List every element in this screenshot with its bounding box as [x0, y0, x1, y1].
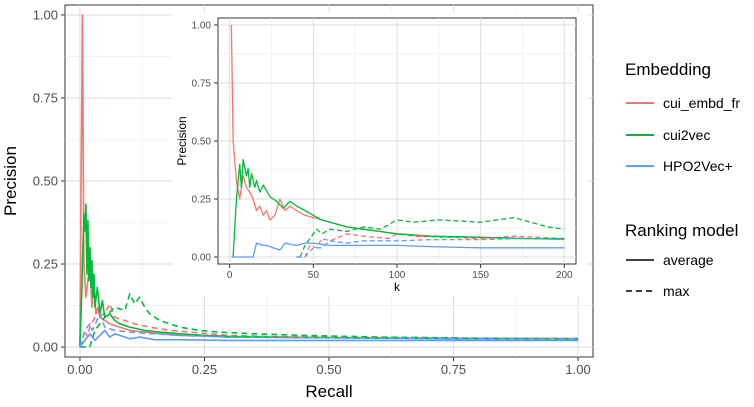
main-y-tick-label: 0.50: [33, 174, 58, 189]
inset-line-cui2vec-average: [232, 158, 565, 258]
legend-label-cui-embd-fr: cui_embd_fr: [663, 95, 740, 111]
main-y-tick-label: 0.00: [33, 340, 58, 355]
inset-x-axis-label: k: [394, 280, 401, 294]
legend-item-max: max: [626, 283, 689, 299]
legend-item-hpo2vec: HPO2Vec+: [626, 158, 733, 174]
inset-y-tick-label: 0.50: [192, 137, 212, 148]
legend-embedding-title: Embedding: [625, 60, 711, 79]
main-line-hpo2vec-average: [79, 329, 579, 348]
main-line-cui2vec-average: [79, 203, 579, 348]
inset-line-cui-embd-fr-max: [296, 233, 565, 258]
legend-label-cui2vec: cui2vec: [663, 127, 710, 143]
inset-line-hpo2vec-average: [231, 242, 565, 258]
inset-line-cui2vec-max: [299, 216, 565, 258]
inset-panel: 0 50 100 150 200 0.00 0.25 0.50 0.75 1.00 k Prec…: [172, 12, 588, 296]
inset-grid: [218, 18, 576, 264]
inset-x-tick-label: 50: [308, 270, 320, 281]
main-series-lines: [79, 14, 579, 348]
inset-series-lines: [230, 24, 565, 258]
inset-line-hpo2vec-max: [296, 237, 565, 258]
legend-item-cui2vec: cui2vec: [626, 127, 710, 143]
main-x-tick-label: 0.25: [192, 362, 217, 377]
inset-x-tick-label: 200: [556, 270, 573, 281]
inset-y-tick-label: 1.00: [192, 20, 212, 31]
main-line-hpo2vec-max: [79, 312, 579, 348]
inset-y-ticks: 0.00 0.25 0.50 0.75 1.00: [192, 20, 218, 264]
main-x-tick-label: 0.50: [316, 362, 341, 377]
legend-item-cui-embd-fr: cui_embd_fr: [626, 95, 740, 111]
inset-y-tick-label: 0.00: [192, 253, 212, 264]
main-x-tick-label: 0.75: [441, 362, 466, 377]
main-x-ticks: 0.00 0.25 0.50 0.75 1.00: [67, 357, 591, 377]
legend: Embedding cui_embd_fr cui2vec HPO2Vec+ R…: [625, 60, 740, 299]
main-y-tick-label: 0.75: [33, 91, 58, 106]
main-y-tick-label: 0.25: [33, 257, 58, 272]
legend-label-max: max: [663, 283, 689, 299]
inset-x-tick-label: 0: [227, 270, 233, 281]
main-line-cui2vec-max: [79, 293, 579, 348]
inset-y-tick-label: 0.25: [192, 195, 212, 206]
inset-y-tick-label: 0.75: [192, 78, 212, 89]
main-y-tick-label: 1.00: [33, 8, 58, 23]
inset-y-axis-label: Precision: [175, 116, 189, 165]
main-x-axis-label: Recall: [305, 382, 352, 401]
legend-ranking-title: Ranking model: [625, 221, 738, 240]
legend-label-average: average: [663, 252, 714, 268]
inset-x-tick-label: 150: [472, 270, 489, 281]
main-x-tick-label: 1.00: [565, 362, 590, 377]
legend-item-average: average: [626, 252, 714, 268]
main-x-tick-label: 0.00: [67, 362, 92, 377]
inset-x-tick-label: 100: [389, 270, 406, 281]
inset-x-ticks: 0 50 100 150 200: [227, 264, 573, 281]
legend-label-hpo2vec: HPO2Vec+: [663, 158, 733, 174]
main-y-axis-label: Precision: [1, 146, 20, 216]
main-y-ticks: 0.00 0.25 0.50 0.75 1.00: [33, 8, 65, 355]
